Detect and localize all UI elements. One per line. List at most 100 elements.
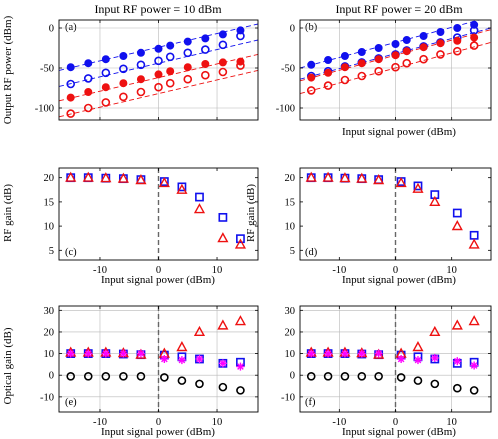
point-magenta-asterisk-e (218, 359, 227, 368)
point-magenta-asterisk-e (236, 362, 245, 371)
point-blue-open-circle-a (218, 40, 228, 50)
asterisk-stroke (397, 355, 405, 363)
point-black-open-circle-e (195, 379, 204, 389)
asterisk-stroke (161, 355, 168, 363)
point-red-open-triangle-d (395, 176, 407, 188)
point-red-open-circle-a (165, 78, 175, 88)
point-red-open-triangle-c (158, 176, 170, 188)
point-blue-open-circle-a (183, 48, 193, 58)
series-blue-open-square-d (306, 173, 479, 240)
point-blue-filled-circle-b (340, 52, 349, 61)
point-red-open-circle-a (83, 103, 93, 113)
title-a: Input RF power = 10 dBm (94, 2, 222, 16)
point-blue-filled-circle-b (419, 32, 428, 41)
panel-a: -100 -50 0 (35, 19, 259, 121)
point-magenta-asterisk-f (324, 349, 333, 358)
ylabel-e: Optical gain (dB) (2, 327, 14, 404)
ytick-label-c: 10 (44, 222, 55, 233)
point-magenta-asterisk-f (340, 349, 349, 358)
point-blue-open-circle-a (101, 68, 111, 78)
point-red-filled-circle-b (470, 33, 479, 42)
point-blue-open-circle-a (119, 64, 128, 74)
point-red-open-triangle-d (412, 182, 424, 193)
panel-label-c: (c) (65, 247, 77, 258)
point-red-open-triangle-d (468, 238, 480, 249)
point-magenta-asterisk-f (470, 361, 479, 370)
point-red-filled-circle-a (136, 75, 145, 84)
xtick-label-e: 10 (212, 417, 223, 428)
xtick-label-d: 10 (446, 265, 457, 276)
point-red-open-circle-b (306, 86, 316, 95)
ytick-label-c: 5 (49, 246, 54, 257)
point-blue-open-circle-a (236, 31, 245, 41)
series-black-open-circle-e (66, 372, 245, 395)
point-red-open-triangle-c (117, 172, 129, 183)
ytick-label-f: 30 (285, 306, 296, 317)
ytick-label-d: 5 (290, 246, 295, 257)
point-red-filled-circle-a (218, 58, 227, 67)
point-black-open-circle-f (357, 372, 367, 381)
xtick-label-d: 0 (393, 265, 398, 276)
point-magenta-asterisk-f (430, 353, 439, 362)
series-red-open-triangle-d (305, 171, 480, 249)
asterisk-stroke (453, 357, 461, 365)
xlabel-e: Input signal power (dBm) (101, 426, 215, 438)
point-red-filled-circle-b (374, 55, 383, 64)
point-red-filled-circle-b (340, 63, 349, 72)
point-black-open-circle-f (452, 383, 462, 393)
point-red-filled-circle-a (183, 63, 192, 72)
point-magenta-asterisk-f (307, 349, 316, 358)
point-blue-open-square-c (177, 182, 187, 192)
point-red-open-triangle-c (217, 232, 229, 243)
point-blue-filled-circle-b (324, 56, 333, 65)
series-blue-open-square-e (66, 349, 245, 368)
series-blue-open-square-f (306, 349, 479, 368)
asterisk-stroke (120, 350, 127, 357)
point-blue-filled-circle-b (391, 40, 400, 49)
ytick-label-c: 15 (44, 197, 55, 208)
series-blue-filled-circle-b (307, 20, 479, 69)
point-red-open-circle-b (374, 66, 383, 76)
point-blue-filled-circle-b (374, 44, 383, 53)
point-blue-filled-circle-a (201, 34, 210, 43)
point-red-filled-circle-a (84, 88, 93, 97)
xtick-label-e: -10 (93, 417, 107, 428)
ylabel-d: RF gain (dB) (245, 184, 257, 242)
point-red-open-triangle-c (135, 174, 147, 185)
point-black-open-circle-e (218, 382, 228, 392)
panel-c: -10 0 10 5 10 15 20 (44, 167, 259, 276)
point-blue-open-circle-a (136, 60, 146, 70)
ytick-label-b: 0 (290, 24, 295, 35)
point-magenta-asterisk-f (397, 355, 406, 363)
point-red-open-triangle-f (451, 319, 463, 330)
point-red-open-circle-a (183, 74, 193, 84)
point-magenta-asterisk-e (119, 349, 128, 358)
point-red-open-triangle-f (429, 325, 441, 337)
point-red-open-triangle-d (305, 171, 317, 182)
asterisk-stroke (237, 363, 244, 370)
point-blue-open-square-d (452, 208, 462, 218)
asterisk-stroke (84, 350, 92, 357)
point-red-filled-circle-a (201, 60, 210, 69)
point-blue-open-square-c (195, 192, 204, 202)
point-red-open-circle-a (66, 109, 76, 118)
point-black-open-circle-f (306, 372, 316, 381)
point-red-open-triangle-f (468, 315, 480, 326)
point-black-open-circle-e (236, 386, 245, 395)
point-red-open-triangle-e (176, 341, 188, 352)
series-red-open-triangle-c (65, 171, 247, 249)
point-blue-filled-circle-a (101, 55, 110, 64)
point-red-open-circle-b (469, 41, 479, 50)
point-black-open-circle-e (66, 372, 76, 381)
ytick-label-a: 0 (49, 24, 54, 35)
panel-f: -10 0 10 -10 0 10 20 30 (281, 305, 492, 428)
point-red-open-triangle-c (65, 171, 77, 182)
point-black-open-circle-e (177, 376, 187, 385)
panel-label-b: (b) (305, 22, 318, 33)
series-red-filled-circle-a (66, 57, 245, 102)
asterisk-stroke (358, 350, 366, 357)
point-blue-open-square-d (469, 230, 479, 240)
point-blue-open-square-c (218, 212, 228, 222)
